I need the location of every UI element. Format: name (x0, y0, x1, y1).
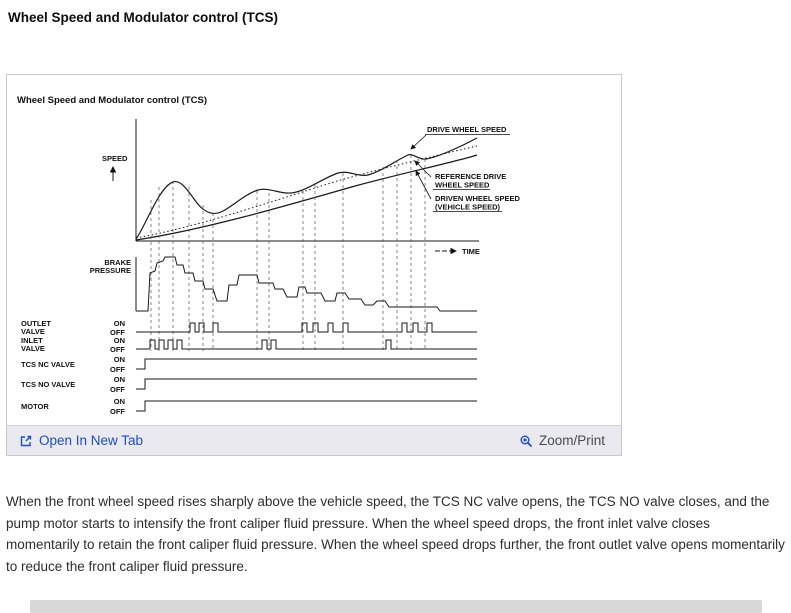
event-dashed-lines (150, 155, 426, 351)
inlet-valve-on-label: ON (114, 336, 125, 345)
tcs-nc-valve-on-label: ON (114, 355, 125, 364)
tcs-nc-valve-trace (136, 358, 477, 370)
diagram-viewer: Wheel Speed and Modulator control (TCS) … (6, 74, 622, 456)
outlet-valve-label-line1: OUTLET (21, 319, 51, 328)
tcs-nc-valve-off-label: OFF (110, 365, 125, 374)
tcs-nc-valve-channel: TCS NC VALVE ON OFF (21, 355, 477, 374)
tcs-no-valve-off-label: OFF (110, 385, 125, 394)
speed-axis-label: SPEED (102, 154, 128, 163)
inlet-valve-label-line2: VALVE (21, 344, 45, 353)
outlet-valve-channel: OUTLET VALVE ON OFF (21, 319, 477, 337)
open-in-new-tab-link[interactable]: Open In New Tab (19, 433, 143, 448)
reference-drive-wheel-speed-curve (135, 145, 478, 239)
outlet-valve-label-line2: VALVE (21, 327, 45, 336)
tcs-no-valve-trace (136, 378, 477, 390)
motor-off-label: OFF (110, 407, 125, 416)
open-in-new-tab-icon (20, 435, 32, 446)
zoom-icon (520, 435, 533, 447)
brake-pressure-label-line1: BRAKE (104, 258, 131, 267)
tcs-timing-diagram: Wheel Speed and Modulator control (TCS) … (17, 95, 520, 416)
tcs-nc-valve-label: TCS NC VALVE (21, 360, 75, 369)
horizontal-scrollbar[interactable] (30, 600, 762, 613)
page-title: Wheel Speed and Modulator control (TCS) (8, 10, 278, 25)
time-axis-label: TIME (462, 247, 480, 256)
outlet-valve-on-label: ON (114, 319, 125, 328)
motor-trace (136, 400, 477, 412)
motor-channel: MOTOR ON OFF (21, 397, 477, 416)
tcs-no-valve-on-label: ON (114, 375, 125, 384)
curve-labels: DRIVE WHEEL SPEED REFERENCE DRIVE WHEEL … (410, 125, 520, 212)
driven-wheel-speed-label-line1: DRIVEN WHEEL SPEED (435, 194, 520, 203)
brake-pressure-trace (135, 256, 477, 312)
brake-pressure-label-line2: PRESSURE (90, 266, 131, 275)
inlet-valve-trace (136, 339, 477, 350)
outlet-valve-trace (136, 322, 477, 333)
speed-curves (135, 137, 478, 241)
tcs-no-valve-label: TCS NO VALVE (21, 380, 75, 389)
open-in-new-tab-label: Open In New Tab (39, 433, 144, 448)
zoom-print-link[interactable]: Zoom/Print (519, 433, 605, 448)
inlet-valve-label-line1: INLET (21, 336, 43, 345)
viewer-toolbar: Open In New Tab Zoom/Print (7, 425, 621, 455)
motor-label: MOTOR (21, 402, 49, 411)
speed-axis (109, 119, 479, 242)
outlet-valve-off-label: OFF (110, 328, 125, 337)
driven-wheel-speed-curve (135, 154, 478, 241)
inlet-valve-off-label: OFF (110, 345, 125, 354)
tcs-no-valve-channel: TCS NO VALVE ON OFF (21, 375, 477, 394)
drive-wheel-speed-curve (135, 137, 478, 240)
inlet-valve-channel: INLET VALVE ON OFF (21, 336, 477, 354)
driven-wheel-speed-label-line2: (VEHICLE SPEED) (435, 203, 501, 212)
reference-drive-label-line1: REFERENCE DRIVE (435, 172, 506, 181)
zoom-print-label: Zoom/Print (538, 433, 605, 448)
diagram-title: Wheel Speed and Modulator control (TCS) (17, 95, 207, 106)
reference-drive-label-line2: WHEEL SPEED (435, 181, 490, 190)
description-paragraph: When the front wheel speed rises sharply… (6, 494, 785, 574)
drive-wheel-speed-label: DRIVE WHEEL SPEED (427, 125, 507, 134)
motor-on-label: ON (114, 397, 125, 406)
